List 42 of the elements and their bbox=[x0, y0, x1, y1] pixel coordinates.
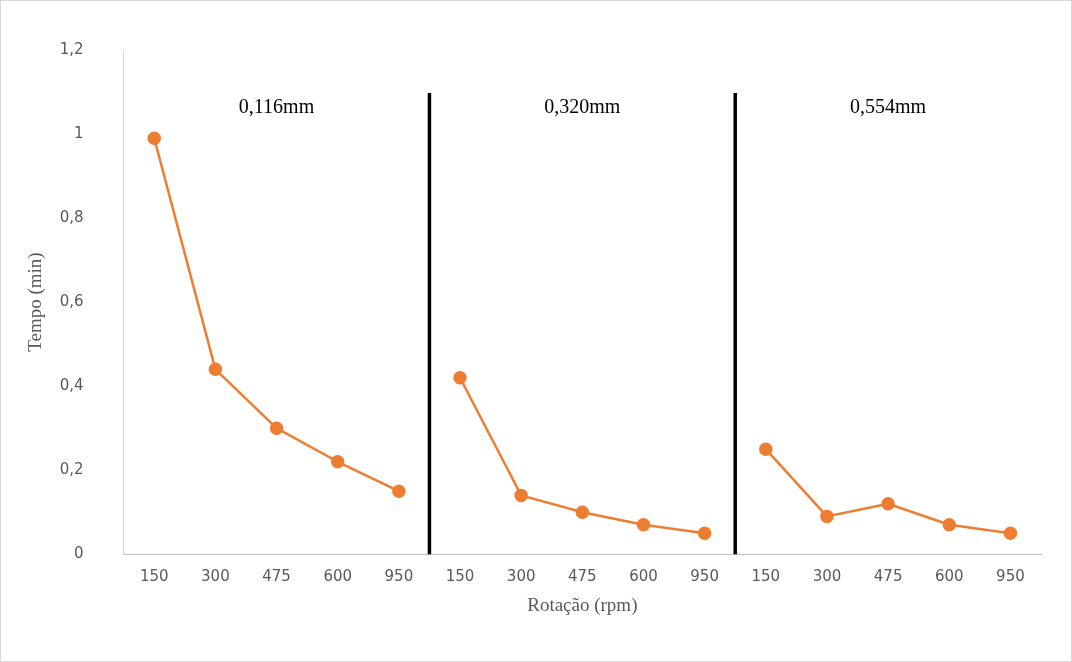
point bbox=[392, 484, 406, 498]
x-tick-label: 150 bbox=[445, 567, 475, 586]
y-tick-label: 1 bbox=[74, 123, 84, 142]
point bbox=[269, 421, 284, 435]
point bbox=[942, 518, 957, 532]
x-tick-label: 300 bbox=[201, 567, 230, 586]
point bbox=[208, 362, 223, 377]
point bbox=[514, 488, 528, 503]
x-axis-title: Rotação (rpm) bbox=[527, 593, 638, 616]
x-tick-label: 475 bbox=[873, 567, 903, 586]
point bbox=[453, 370, 467, 385]
y-axis-title: Tempo (min) bbox=[24, 252, 47, 352]
y-tick-label: 0 bbox=[74, 544, 84, 563]
x-tick-label: 950 bbox=[384, 567, 414, 586]
x-tick-label: 150 bbox=[751, 567, 781, 586]
annotation: 0,554mm bbox=[850, 95, 927, 118]
x-tick-label: 600 bbox=[934, 567, 964, 586]
point bbox=[697, 526, 712, 540]
x-tick-label: 475 bbox=[262, 567, 291, 586]
y-tick-label: 1,2 bbox=[59, 39, 84, 58]
x-tick-label: 950 bbox=[996, 567, 1025, 586]
y-tick-label: 0,4 bbox=[59, 376, 84, 395]
point bbox=[1003, 526, 1018, 540]
x-tick-label: 475 bbox=[568, 567, 597, 586]
point bbox=[759, 442, 773, 456]
y-tick-label: 0,6 bbox=[59, 291, 84, 310]
x-tick-label: 600 bbox=[629, 567, 658, 586]
annotation: 0,320mm bbox=[544, 95, 621, 118]
x-tick-label: 600 bbox=[323, 567, 353, 586]
x-tick-label: 300 bbox=[506, 567, 536, 586]
point bbox=[636, 518, 651, 532]
y-tick-label: 0,2 bbox=[59, 460, 84, 479]
point bbox=[147, 131, 161, 145]
point bbox=[881, 497, 895, 511]
point bbox=[820, 509, 834, 524]
point bbox=[575, 505, 590, 519]
point bbox=[330, 455, 345, 469]
y-tick-label: 0,8 bbox=[59, 207, 84, 226]
annotation: 0,116mm bbox=[238, 95, 315, 118]
x-tick-label: 950 bbox=[690, 567, 719, 586]
x-tick-label: 300 bbox=[812, 567, 842, 586]
x-tick-label: 150 bbox=[139, 567, 169, 586]
